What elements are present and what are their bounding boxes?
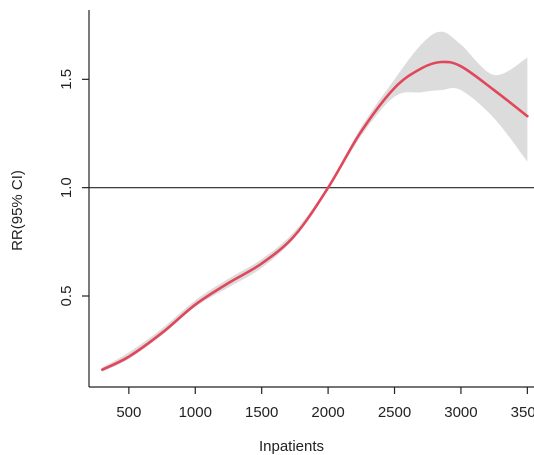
axes — [88, 10, 534, 388]
x-tick-label: 2000 — [311, 404, 344, 421]
x-tick-label: 1500 — [245, 404, 278, 421]
x-tick-label: 500 — [116, 404, 141, 421]
rr-line-layer — [100, 60, 529, 371]
confidence-band — [102, 31, 528, 372]
x-tick-label: 1000 — [179, 404, 212, 421]
y-tick-label: 1.0 — [58, 177, 75, 198]
confidence-band-layer — [102, 31, 528, 372]
rr-line — [100, 60, 529, 371]
y-axis-label: RR(95% CI) — [9, 170, 26, 251]
x-tick-label: 3000 — [444, 404, 477, 421]
y-tick-label: 1.5 — [58, 69, 75, 90]
x-tick-label: 2500 — [378, 404, 411, 421]
y-tick-label: 0.5 — [58, 286, 75, 307]
x-axis-label: Inpatients — [259, 438, 324, 455]
